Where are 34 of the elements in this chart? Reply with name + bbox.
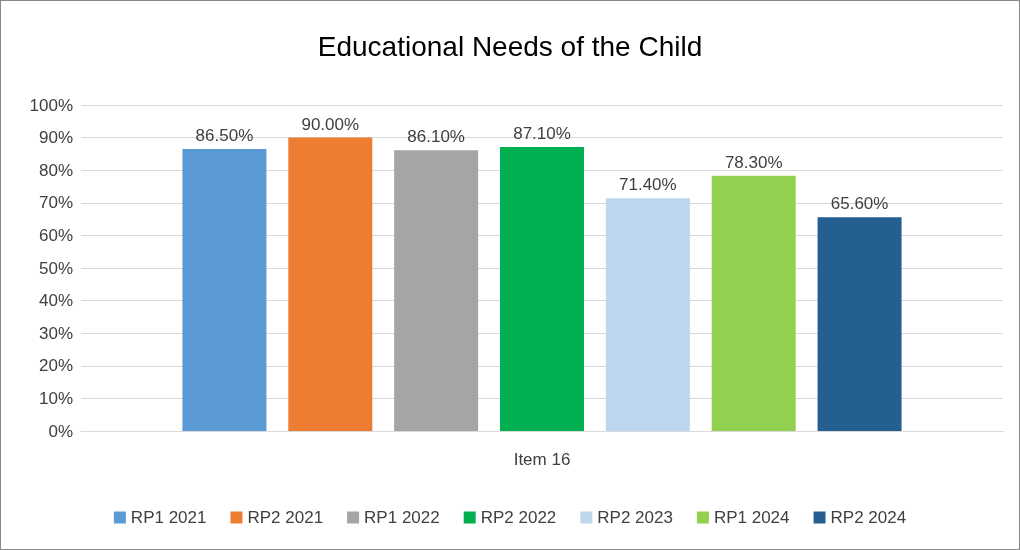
legend-label: RP2 2022	[480, 508, 557, 527]
y-tick-label: 10%	[38, 388, 73, 408]
legend-label: RP2 2023	[597, 508, 673, 527]
bar	[394, 150, 479, 431]
y-tick-label: 20%	[38, 356, 73, 376]
y-tick-label: 50%	[38, 258, 73, 278]
y-tick-label: 30%	[38, 323, 73, 343]
y-tick-label: 100%	[29, 95, 73, 115]
y-tick-label: 90%	[38, 128, 73, 148]
bar	[288, 137, 373, 431]
legend-label: RP1 2022	[364, 508, 440, 527]
chart-title: Educational Needs of the Child	[317, 30, 703, 62]
data-label: 65.60%	[830, 194, 889, 214]
legend-label: RP1 2024	[713, 508, 790, 527]
data-label: 86.50%	[195, 126, 254, 146]
y-tick-label: 80%	[38, 160, 73, 180]
legend-label: RP1 2021	[130, 508, 207, 527]
bar	[182, 149, 267, 431]
y-tick-label: 60%	[38, 225, 73, 245]
data-label: 90.00%	[301, 114, 360, 134]
data-label: 78.30%	[724, 152, 783, 172]
data-label: 87.10%	[513, 124, 571, 144]
bar	[817, 217, 902, 431]
legend-label: RP2 2024	[830, 508, 907, 527]
legend-label: RP2 2021	[247, 508, 324, 527]
x-tick-label: Item 16	[513, 450, 571, 469]
y-tick-label: 0%	[48, 421, 73, 441]
bar	[499, 147, 585, 431]
bar	[711, 175, 796, 431]
data-label: 71.40%	[619, 175, 677, 195]
bar	[605, 198, 690, 431]
data-label: 86.10%	[407, 127, 465, 147]
y-tick-label: 40%	[38, 291, 73, 311]
y-tick-label: 70%	[38, 193, 73, 213]
